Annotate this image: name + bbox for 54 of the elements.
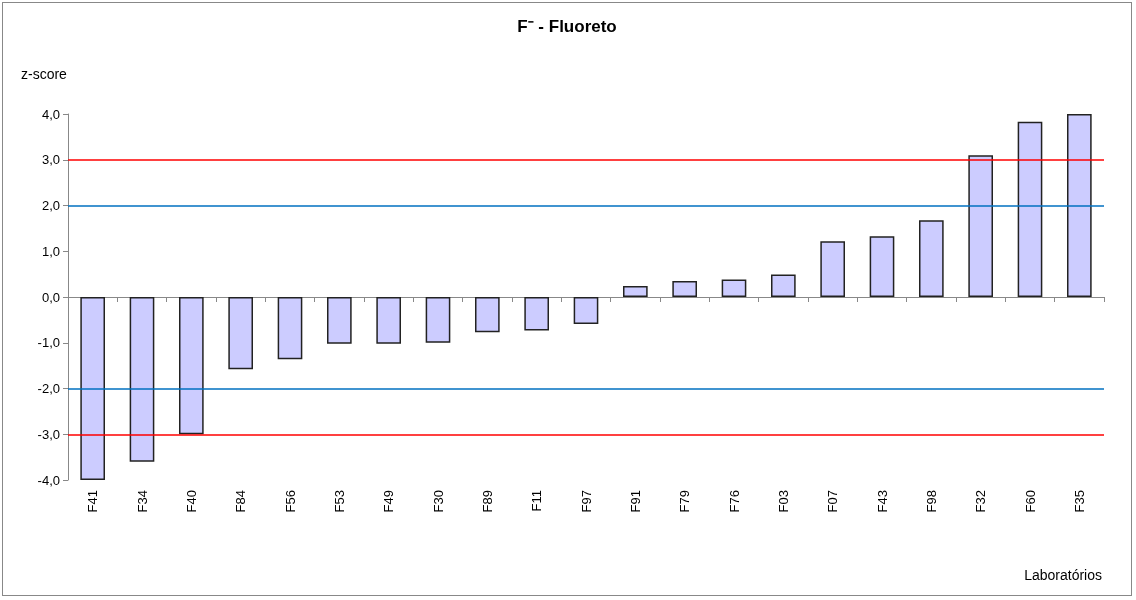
x-tick-label: F41 <box>85 490 101 513</box>
y-tick-label: 1,0 <box>41 243 60 259</box>
x-tick-label: F40 <box>183 490 199 513</box>
x-tick-label: F56 <box>282 490 298 513</box>
x-tick-label: F34 <box>134 490 150 513</box>
x-tick-label: F76 <box>726 490 742 513</box>
x-tick-label: F60 <box>1022 490 1038 513</box>
x-tick-label: F53 <box>331 490 347 513</box>
x-tick-label: F98 <box>923 490 939 513</box>
x-tick-label: F97 <box>578 490 594 513</box>
bar <box>869 236 895 297</box>
x-tick-label: F43 <box>874 490 890 513</box>
bar <box>721 279 747 297</box>
bar <box>475 297 500 333</box>
bar <box>1017 121 1043 297</box>
y-tick-label: 2,0 <box>41 198 60 213</box>
bar <box>524 297 549 331</box>
x-tick-label: F03 <box>775 490 791 513</box>
x-tick-label: F35 <box>1071 490 1087 513</box>
bar <box>376 297 401 344</box>
y-tick-label: 4,0 <box>41 106 60 122</box>
bar <box>968 155 993 297</box>
bar <box>129 297 155 462</box>
x-tick-label: F89 <box>479 490 495 513</box>
bar <box>573 297 599 324</box>
bar <box>820 241 845 297</box>
y-tick-label: 0,0 <box>41 289 60 305</box>
bar <box>327 297 352 344</box>
x-tick-label: F11 <box>529 490 545 512</box>
bar <box>80 297 105 480</box>
bar <box>919 220 944 297</box>
x-tick-label: F91 <box>627 490 643 513</box>
x-tick-label: F84 <box>233 490 249 513</box>
x-axis-title: Laboratórios <box>1024 567 1102 583</box>
bar <box>228 297 253 370</box>
bar <box>623 286 648 297</box>
y-tick-label: 3,0 <box>41 152 60 168</box>
x-tick-label: F79 <box>677 490 693 513</box>
bar <box>425 297 451 343</box>
bar <box>672 280 697 297</box>
x-tick-label: F32 <box>973 490 989 513</box>
y-tick-label: -2,0 <box>37 381 60 396</box>
bar <box>277 297 303 360</box>
y-tick-label: -1,0 <box>37 335 60 351</box>
y-tick-label: -4,0 <box>37 472 60 488</box>
y-axis-title: z-score <box>21 66 68 82</box>
bar <box>179 297 204 435</box>
bar <box>771 274 796 297</box>
x-tick-label: F07 <box>825 490 841 513</box>
chart-title: F⁻ - Fluoreto <box>517 17 617 36</box>
y-tick-label: -3,0 <box>37 426 60 442</box>
x-tick-label: F30 <box>430 490 446 513</box>
bar <box>1067 114 1092 297</box>
x-tick-label: F49 <box>381 490 397 513</box>
